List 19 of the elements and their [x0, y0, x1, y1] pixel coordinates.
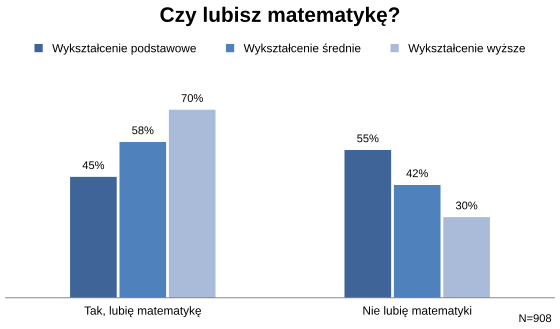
bar: [168, 110, 216, 298]
data-label: 58%: [132, 126, 154, 134]
x-tick-label: Tak, lubię matematykę: [84, 306, 201, 318]
bar: [70, 176, 117, 298]
chart-title: Czy lubisz matematykę?: [160, 6, 400, 26]
bar: [394, 184, 441, 298]
x-tick-label: Nie lubię matematyki: [363, 306, 472, 318]
bar: [344, 150, 392, 298]
data-label: 42%: [406, 169, 428, 178]
legend-label: Wykształcenie średnie: [244, 44, 360, 55]
bar: [443, 217, 490, 298]
data-label: 55%: [357, 134, 379, 142]
data-label: 30%: [456, 202, 478, 210]
legend-label: Wykształcenie podstawowe: [52, 44, 196, 55]
data-label: 45%: [82, 161, 104, 170]
text: N=908: [519, 314, 552, 322]
legend-label: Wykształcenie wyższe: [408, 44, 526, 55]
data-label: 70%: [182, 94, 203, 102]
bar: [119, 142, 166, 298]
